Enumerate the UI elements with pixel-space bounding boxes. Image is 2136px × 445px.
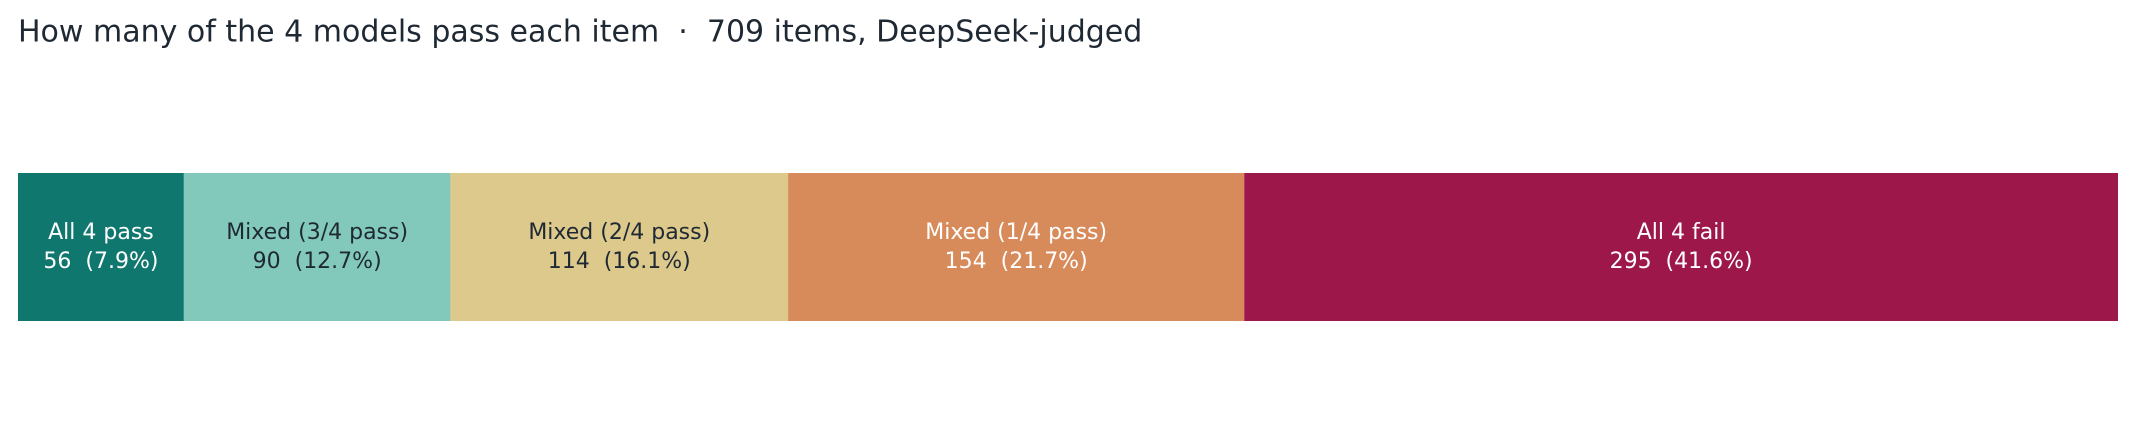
bar-segment bbox=[450, 173, 789, 321]
value-label: 56 (7.9%) bbox=[43, 249, 158, 274]
segment-name: All 4 fail bbox=[1637, 220, 1726, 245]
value-label: 90 (12.7%) bbox=[253, 249, 382, 274]
segment-name: All 4 pass bbox=[48, 220, 154, 245]
segment-name: Mixed (2/4 pass) bbox=[528, 220, 710, 245]
bar-segment bbox=[18, 173, 184, 321]
segment-name: Mixed (1/4 pass) bbox=[925, 220, 1107, 245]
bar-segment bbox=[788, 173, 1245, 321]
chart-title: How many of the 4 models pass each item … bbox=[18, 15, 1142, 50]
bar-segment bbox=[1244, 173, 2118, 321]
segment-name: Mixed (3/4 pass) bbox=[226, 220, 408, 245]
value-label: 154 (21.7%) bbox=[945, 249, 1088, 274]
value-label: 295 (41.6%) bbox=[1610, 249, 1753, 274]
value-label: 114 (16.1%) bbox=[548, 249, 691, 274]
bar-segment bbox=[183, 173, 451, 321]
